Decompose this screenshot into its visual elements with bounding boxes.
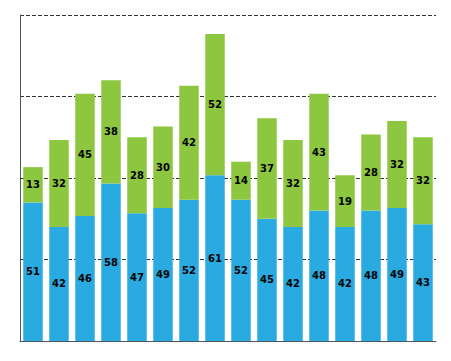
svg-text:49: 49 [156,269,170,280]
svg-text:42: 42 [286,278,300,289]
svg-text:48: 48 [364,270,378,281]
svg-text:13: 13 [26,179,40,190]
svg-text:42: 42 [338,278,352,289]
svg-text:52: 52 [208,99,222,110]
svg-text:58: 58 [104,257,118,268]
svg-text:45: 45 [260,274,274,285]
svg-text:32: 32 [52,178,66,189]
svg-text:42: 42 [52,278,66,289]
svg-text:32: 32 [416,175,430,186]
svg-text:61: 61 [208,253,222,264]
svg-text:42: 42 [182,137,196,148]
svg-text:38: 38 [104,126,118,137]
svg-text:28: 28 [130,170,144,181]
svg-text:14: 14 [234,175,248,186]
svg-text:43: 43 [416,277,430,288]
svg-text:43: 43 [312,147,326,158]
svg-text:48: 48 [312,270,326,281]
svg-text:49: 49 [390,269,404,280]
svg-text:32: 32 [390,159,404,170]
svg-text:46: 46 [78,273,92,284]
svg-text:19: 19 [338,196,352,207]
svg-text:52: 52 [182,265,196,276]
svg-text:32: 32 [286,178,300,189]
svg-text:45: 45 [78,149,92,160]
svg-text:51: 51 [26,266,40,277]
svg-text:52: 52 [234,265,248,276]
svg-text:28: 28 [364,167,378,178]
svg-text:47: 47 [130,272,144,283]
svg-text:30: 30 [156,162,170,173]
svg-text:37: 37 [260,163,274,174]
